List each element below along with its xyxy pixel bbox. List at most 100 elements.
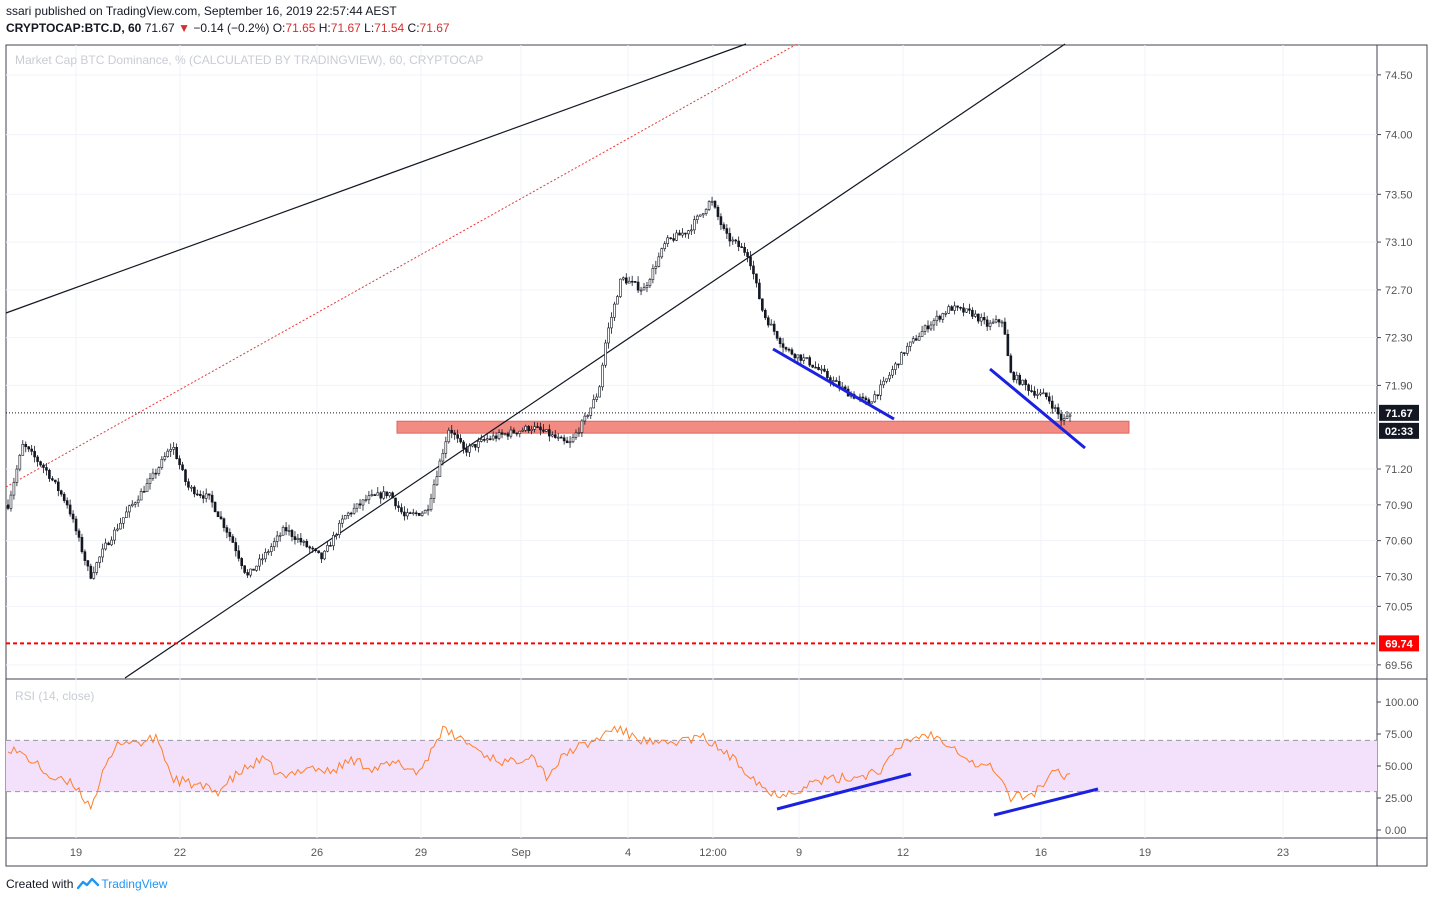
candle-up	[639, 289, 643, 292]
candle-down	[971, 309, 974, 317]
candle-up	[275, 535, 279, 542]
candle-down	[861, 396, 865, 399]
candle-down	[290, 530, 294, 537]
candle-down	[624, 277, 628, 284]
candle-down	[684, 232, 687, 235]
candle-down	[56, 481, 60, 492]
candle-down	[39, 461, 42, 466]
candle-down	[68, 504, 72, 515]
candle-up	[426, 509, 430, 512]
candle-up	[406, 512, 409, 517]
red-level-label: 69.74	[1385, 638, 1413, 650]
candle-down	[728, 233, 732, 242]
candle-up	[666, 237, 669, 244]
candle-up	[249, 568, 252, 576]
candle-up	[104, 542, 107, 550]
candle-down	[400, 507, 403, 513]
candle-down	[938, 315, 942, 320]
footer: Created with TradingView	[6, 877, 167, 891]
candle-down	[394, 497, 397, 507]
candle-down	[210, 494, 214, 503]
candle-down	[835, 380, 838, 382]
candle-down	[766, 317, 770, 326]
candle-up	[388, 492, 391, 497]
candle-up	[503, 433, 507, 436]
candle-up	[1042, 392, 1045, 395]
candle-down	[299, 537, 303, 543]
candle-up	[110, 539, 113, 546]
candle-up	[125, 511, 128, 519]
x-tick-label: 4	[625, 847, 631, 859]
candle-up	[1065, 415, 1069, 419]
candle-down	[749, 256, 752, 267]
candle-up	[113, 529, 116, 541]
candle-down	[320, 552, 323, 560]
candle-down	[175, 446, 178, 459]
candle-up	[935, 315, 939, 322]
high-value: 71.67	[330, 21, 361, 35]
candle-up	[471, 444, 474, 447]
y-tick-label: 69.56	[1385, 660, 1413, 672]
candle-down	[787, 348, 791, 351]
candle-down	[178, 458, 181, 466]
candle-up	[929, 324, 933, 330]
candle-down	[373, 494, 377, 496]
candle-up	[885, 378, 888, 382]
candle-up	[509, 429, 513, 437]
candle-down	[713, 200, 717, 208]
candle-up	[551, 434, 554, 437]
candle-up	[447, 429, 451, 443]
candle-down	[982, 317, 986, 321]
candle-down	[462, 441, 465, 449]
candle-up	[9, 494, 13, 509]
candle-up	[1000, 321, 1004, 324]
candle-up	[622, 277, 625, 280]
candle-down	[1033, 390, 1036, 396]
candle-down	[755, 273, 758, 284]
candle-up	[420, 512, 424, 516]
candle-up	[589, 407, 593, 416]
candle-up	[151, 472, 155, 479]
publisher-line: ssari published on TradingView.com, Sept…	[6, 4, 397, 18]
candle-up	[645, 285, 649, 288]
candle-down	[181, 464, 184, 471]
candle-down	[193, 486, 196, 495]
candle-down	[790, 349, 794, 355]
candle-down	[817, 366, 820, 370]
y-tick-label: 74.50	[1385, 70, 1413, 82]
last-price: 71.67	[144, 21, 175, 35]
candle-down	[284, 527, 288, 532]
trendline-dotted-red	[5, 43, 798, 488]
candle-up	[947, 306, 951, 314]
candle-up	[873, 394, 877, 403]
candle-down	[358, 503, 362, 506]
candle-up	[695, 215, 699, 221]
candle-up	[1068, 414, 1072, 417]
candle-down	[397, 505, 400, 508]
x-tick-label: Sep	[511, 847, 531, 859]
candle-down	[976, 313, 980, 322]
candle-up	[894, 363, 897, 370]
candle-up	[616, 296, 619, 305]
candle-down	[107, 542, 110, 546]
candle-up	[598, 386, 601, 398]
x-tick-label: 23	[1277, 847, 1289, 859]
candle-down	[1024, 379, 1027, 386]
candle-up	[607, 327, 610, 344]
candle-up	[610, 316, 613, 329]
candle-up	[994, 319, 998, 323]
trendline-channel	[124, 43, 1066, 679]
x-tick-label: 12:00	[699, 847, 727, 859]
y-tick-label: 70.60	[1385, 536, 1413, 548]
candle-down	[968, 308, 971, 311]
candle-up	[627, 280, 631, 284]
candle-up	[302, 540, 306, 543]
candle-up	[991, 321, 995, 324]
tradingview-brand[interactable]: TradingView	[77, 877, 167, 891]
candle-up	[1021, 379, 1024, 385]
candle-down	[997, 319, 1001, 323]
candle-up	[524, 426, 527, 431]
candle-down	[311, 547, 314, 550]
candle-down	[864, 397, 868, 401]
